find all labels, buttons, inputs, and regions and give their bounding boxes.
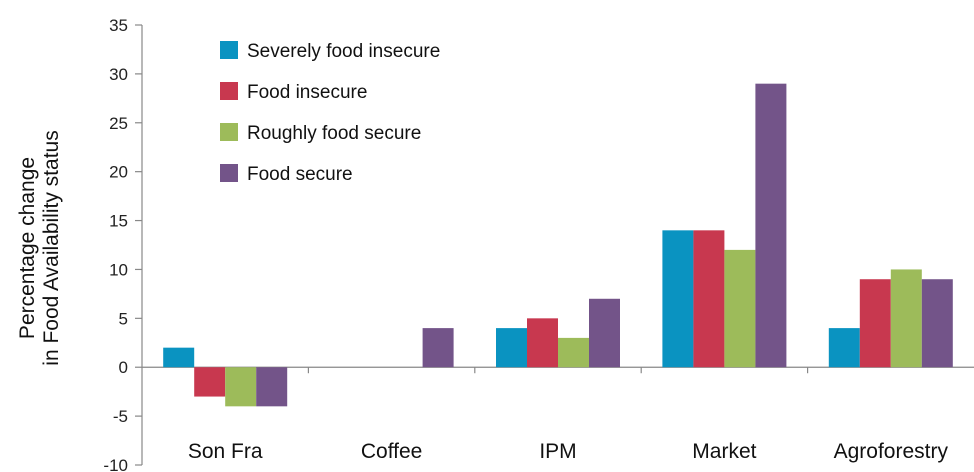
y-tick-label: -10 xyxy=(103,456,128,472)
legend-label: Food insecure xyxy=(247,82,367,103)
x-category-label: IPM xyxy=(539,440,576,463)
legend-swatch xyxy=(220,82,238,100)
legend-label: Roughly food secure xyxy=(247,123,421,144)
bar xyxy=(755,83,787,368)
legend-swatch xyxy=(220,164,238,182)
legend-label: Severely food insecure xyxy=(247,41,440,62)
bar xyxy=(859,279,891,368)
bar xyxy=(163,347,195,368)
bar xyxy=(194,367,226,397)
x-category-label: Coffee xyxy=(361,440,423,463)
bar xyxy=(496,328,527,368)
y-tick-label: 5 xyxy=(119,309,128,328)
bar xyxy=(422,328,454,368)
bar xyxy=(662,230,694,368)
bar xyxy=(693,230,725,368)
x-category-label: Agroforestry xyxy=(834,440,949,463)
bar xyxy=(527,318,558,368)
y-axis-title-line-1: Percentage change xyxy=(16,157,39,339)
x-axis-categories: Son Fra Coffee IPM Market Agroforestry xyxy=(188,367,949,463)
bar xyxy=(828,328,860,368)
bar xyxy=(256,367,288,407)
bar xyxy=(921,279,953,368)
y-tick-label: -5 xyxy=(113,407,128,426)
y-tick-label: 25 xyxy=(109,114,128,133)
legend-label: Food secure xyxy=(247,164,353,185)
y-tick-label: 20 xyxy=(109,163,128,182)
legend-swatch xyxy=(220,123,238,141)
y-axis-title-line-2: in Food Availability status xyxy=(40,130,63,365)
y-tick-label: 30 xyxy=(109,65,128,84)
bars xyxy=(163,83,953,407)
legend: Severely food insecure Food insecure Rough… xyxy=(220,41,440,185)
x-category-label: Son Fra xyxy=(188,440,263,463)
y-axis-ticks: 35 30 25 20 15 10 5 0 -5 -10 xyxy=(103,16,142,472)
x-category-label: Market xyxy=(692,440,756,463)
y-tick-label: 0 xyxy=(119,358,128,377)
bar xyxy=(724,249,756,368)
bar xyxy=(890,269,922,368)
legend-swatch xyxy=(220,41,238,59)
bar xyxy=(589,298,620,368)
bar xyxy=(558,337,589,368)
y-tick-label: 10 xyxy=(109,260,128,279)
y-tick-label: 15 xyxy=(109,212,128,231)
y-axis-title: Percentage change in Food Availability s… xyxy=(16,130,63,365)
y-tick-label: 35 xyxy=(109,16,128,35)
bar xyxy=(225,367,257,407)
